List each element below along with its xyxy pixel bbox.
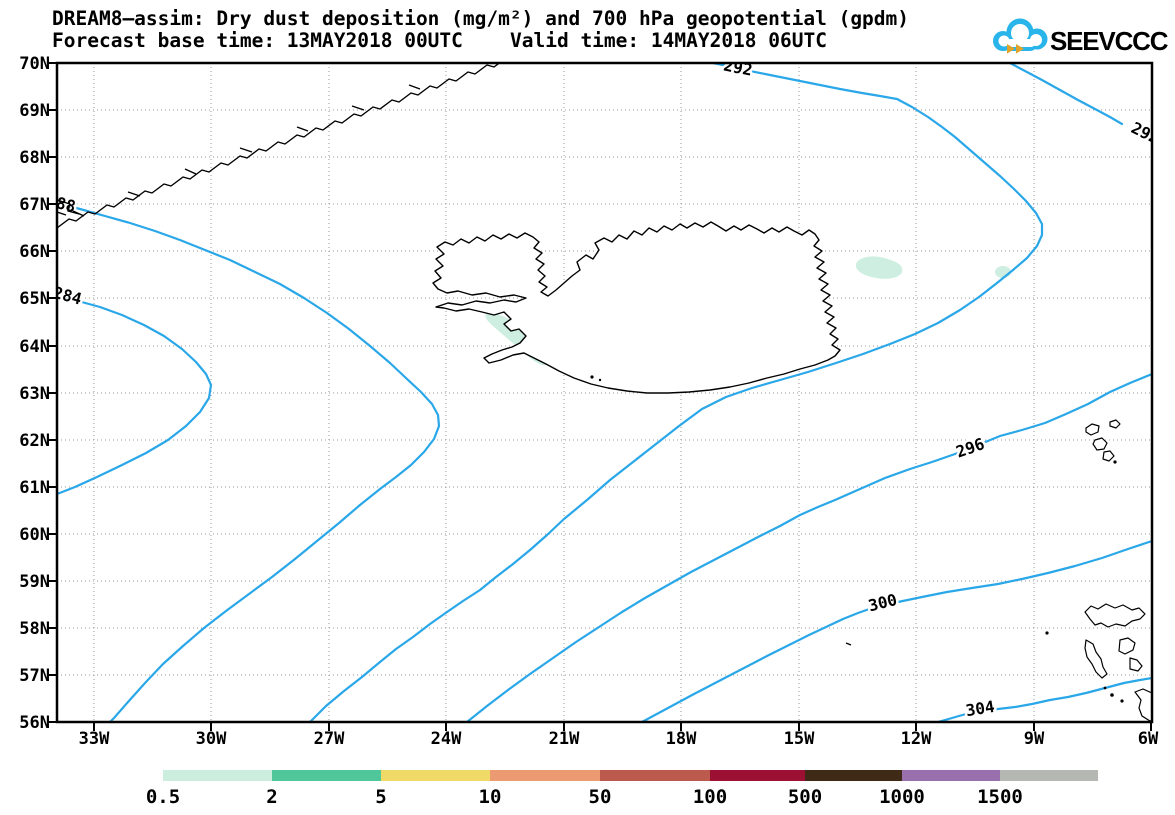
contour-line-284 (57, 295, 213, 496)
lat-label: 62N (19, 431, 50, 451)
lat-label: 56N (19, 713, 50, 733)
colorbar-tick-label: 1500 (977, 786, 1023, 808)
colorbar-segment (490, 770, 600, 781)
lat-label: 67N (19, 195, 50, 215)
lon-label: 24W (431, 729, 462, 749)
contour-line-292-northeast (1008, 63, 1124, 126)
logo-wordmark: SEEVCCC (1050, 26, 1169, 56)
lat-label: 66N (19, 242, 50, 262)
lat-label: 68N (19, 148, 50, 168)
lat-label: 59N (19, 572, 50, 592)
valid-time: Valid time: 14MAY2018 06UTC (510, 29, 827, 52)
lon-label: 12W (901, 729, 932, 749)
colorbar-segment (805, 770, 902, 781)
contour-label-292: 292 (722, 56, 754, 80)
latitude-gridlines (57, 109, 1152, 676)
lon-label: 33W (79, 729, 110, 749)
colorbar-tick-label: 5 (375, 786, 386, 808)
colorbar-tick-label: 50 (589, 786, 612, 808)
contour-line-292 (308, 63, 1044, 722)
iceland-coastline (432, 221, 841, 394)
colorbar-tick-label: 10 (479, 786, 502, 808)
colorbar-segment (710, 770, 805, 781)
latitude-axis: 70N 69N 68N 67N 66N 65N 64N 63N 62N 61N … (19, 54, 50, 733)
dust-patch-northeast (855, 256, 903, 279)
lat-label: 64N (19, 337, 50, 357)
geopotential-contours: 288 284 292 292 296 300 304 (57, 56, 1162, 722)
colorbar-tick-label: 0.5 (146, 786, 180, 808)
longitude-axis: 33W 30W 27W 24W 21W 18W 15W 12W 9W 6W (79, 729, 1159, 749)
lat-label: 63N (19, 384, 50, 404)
colorbar-tick-label: 500 (788, 786, 822, 808)
colorbar-tick-label: 2 (266, 786, 277, 808)
lat-label: 70N (19, 54, 50, 74)
contour-label-292-edge: 292 (1128, 118, 1162, 148)
colorbar-tick-label: 1000 (879, 786, 925, 808)
lon-label: 6W (1138, 729, 1159, 749)
dust-patch-east-dot (995, 266, 1011, 278)
colorbar-segment (381, 770, 490, 781)
dust-colorbar: 0.5 2 5 10 50 100 500 1000 1500 (146, 770, 1098, 808)
lat-label: 58N (19, 619, 50, 639)
lat-label: 60N (19, 525, 50, 545)
lon-label: 18W (666, 729, 697, 749)
contour-line-304 (936, 676, 1152, 722)
forecast-base-time: Forecast base time: 13MAY2018 00UTC (52, 29, 463, 52)
greenland-coastline (57, 63, 501, 229)
lat-label: 69N (19, 101, 50, 121)
faroe-islands (1085, 419, 1121, 464)
lat-label: 65N (19, 289, 50, 309)
contour-label-304: 304 (964, 697, 996, 720)
lon-label: 30W (196, 729, 227, 749)
page-title: DREAM8—assim: Dry dust deposition (mg/m²… (52, 7, 909, 30)
lat-label: 57N (19, 666, 50, 686)
lon-label: 15W (784, 729, 815, 749)
colorbar-tick-label: 100 (693, 786, 727, 808)
contour-line-300 (640, 539, 1152, 722)
contour-line-288 (57, 201, 441, 722)
colorbar-labels: 0.5 2 5 10 50 100 500 1000 1500 (146, 786, 1023, 808)
axis-ticks (48, 62, 1152, 731)
chevron-icon (1007, 44, 1015, 54)
colorbar-segment (163, 770, 272, 781)
colorbar-segment (600, 770, 710, 781)
small-islands (590, 375, 852, 646)
cloud-icon (993, 18, 1048, 54)
colorbar-segment (272, 770, 381, 781)
scotland-hebrides-coastline (1045, 603, 1152, 722)
seevccc-logo: SEEVCCC (993, 18, 1170, 56)
lon-label: 9W (1024, 729, 1045, 749)
lon-label: 27W (314, 729, 345, 749)
colorbar-segment (902, 770, 1000, 781)
colorbar-segment (1000, 770, 1098, 781)
contour-line-296 (465, 372, 1152, 722)
greenland-fjords (57, 84, 421, 217)
coastlines (57, 63, 1152, 722)
lon-label: 21W (549, 729, 580, 749)
chevron-icon (1016, 44, 1024, 54)
contour-label-300: 300 (866, 590, 899, 615)
contour-label-296: 296 (953, 434, 987, 461)
lat-label: 61N (19, 478, 50, 498)
